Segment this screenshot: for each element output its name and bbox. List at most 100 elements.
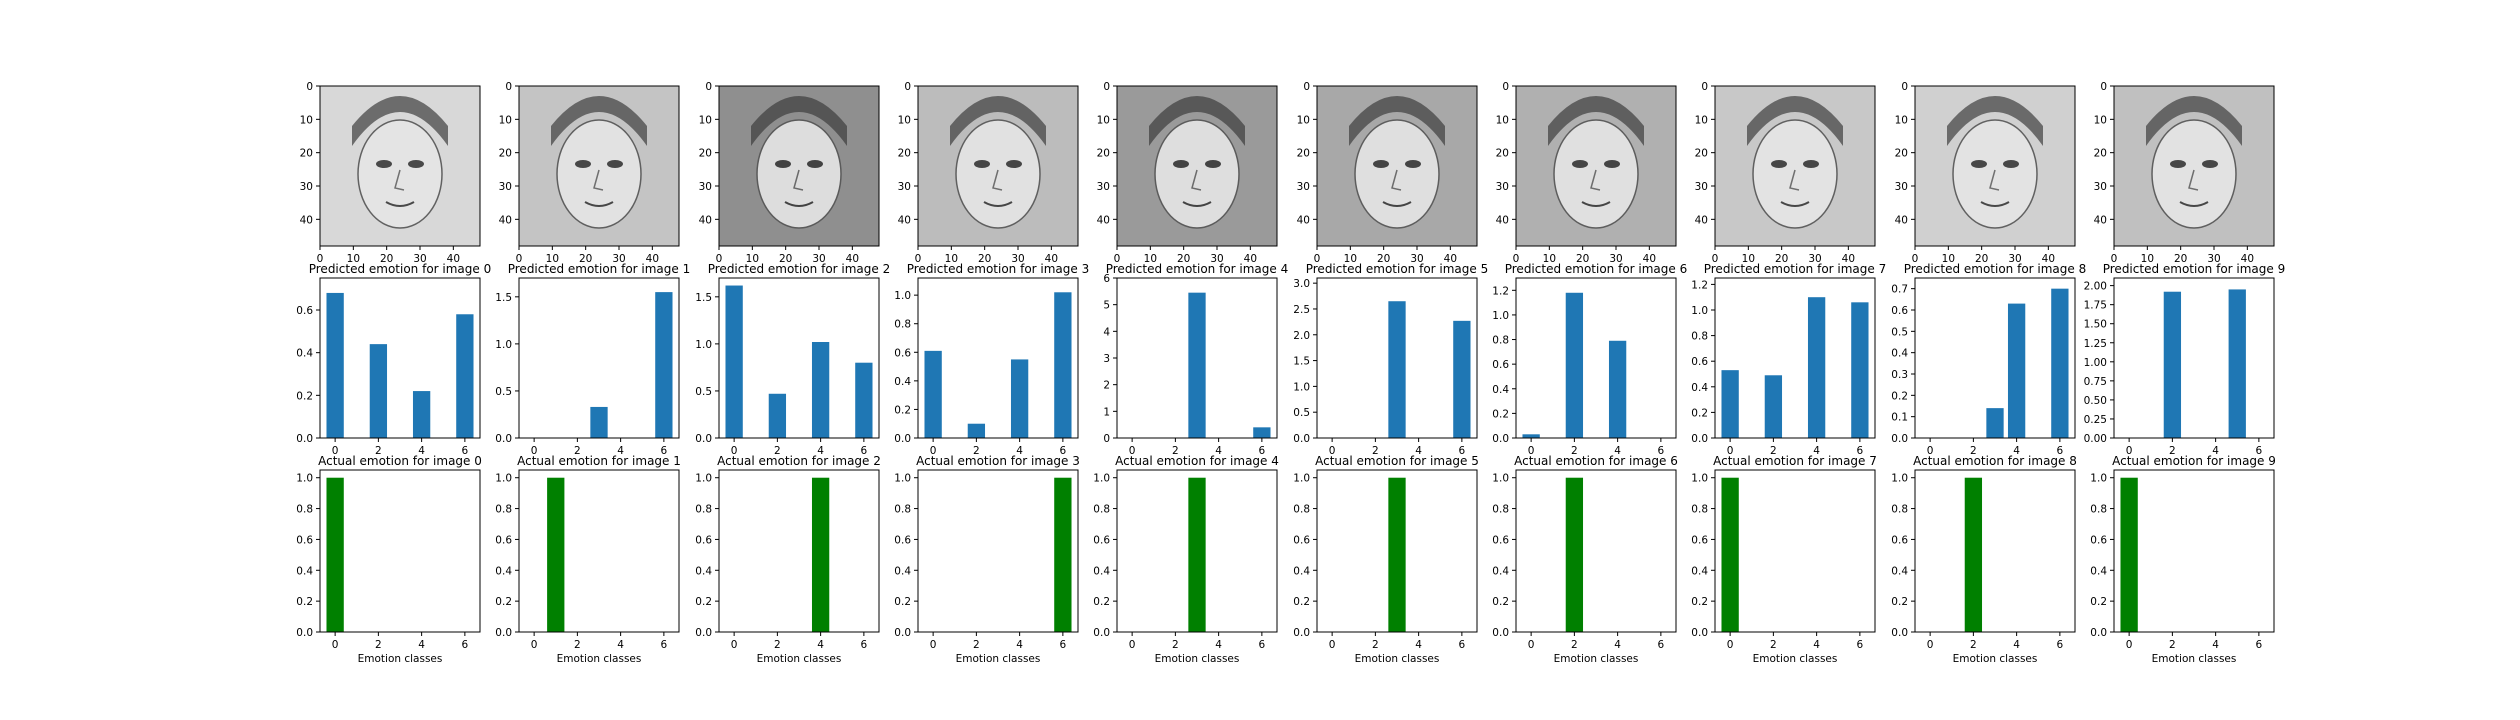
xtick-label: 2 — [1970, 639, 1977, 651]
ytick-label: 0.2 — [495, 596, 512, 608]
image-frame — [1515, 85, 1677, 247]
bar-class-2 — [1964, 477, 1983, 632]
xtick-label: 2 — [375, 445, 382, 457]
ytick-label: 0.2 — [1492, 408, 1509, 420]
image-ytick-label: 10 — [300, 114, 313, 126]
image-xtick-label: 40 — [846, 253, 859, 265]
ytick-label: 0.0 — [495, 627, 512, 639]
ytick-label: 0.0 — [1691, 433, 1708, 445]
ytick-label: 1.0 — [1492, 473, 1509, 485]
ytick-label: 0.4 — [1691, 565, 1708, 577]
ytick-label: 0.5 — [695, 386, 712, 398]
ytick-label: 0.2 — [1093, 596, 1110, 608]
ytick-label: 0.4 — [1492, 565, 1509, 577]
image-ytick-label: 20 — [699, 148, 712, 160]
ytick-label: 0.0 — [296, 433, 313, 445]
ytick-label: 1.5 — [495, 292, 512, 304]
image-xtick-label: 0 — [516, 253, 523, 265]
image-xtick-label: 0 — [1513, 253, 1520, 265]
xtick-label: 0 — [2126, 639, 2133, 651]
right-eye — [807, 160, 823, 168]
image-ytick-label: 40 — [2094, 214, 2107, 226]
chart-title: Predicted emotion for image 8 — [1904, 262, 2087, 276]
ytick-label: 3 — [1103, 353, 1110, 365]
bar-class-2 — [369, 344, 388, 438]
image-ytick-label: 40 — [499, 214, 512, 226]
image-xtick-label: 40 — [2241, 253, 2254, 265]
image-ytick-label: 0 — [505, 81, 512, 93]
xtick-label: 4 — [2013, 445, 2020, 457]
bar-class-2 — [2163, 291, 2182, 438]
ytick-label: 0.4 — [894, 376, 911, 388]
image-ytick-label: 30 — [300, 181, 313, 193]
bar-class-0 — [725, 285, 743, 438]
ytick-label: 1.25 — [2084, 338, 2107, 350]
ytick-label: 0.6 — [1492, 534, 1509, 546]
image-ytick-label: 0 — [306, 81, 313, 93]
ytick-label: 1.0 — [894, 473, 911, 485]
face-outline — [1553, 119, 1639, 229]
bar-class-3 — [1388, 477, 1406, 632]
axes-frame — [1316, 277, 1478, 439]
chart-title: Actual emotion for image 7 — [1713, 454, 1877, 468]
left-eye — [775, 160, 791, 168]
ytick-label: 1.5 — [1293, 356, 1310, 368]
bar-class-6 — [456, 314, 474, 438]
ytick-label: 0.0 — [695, 433, 712, 445]
ytick-label: 0.6 — [695, 534, 712, 546]
bar-class-3 — [590, 406, 608, 438]
xtick-label: 2 — [774, 445, 781, 457]
chart-title: Actual emotion for image 0 — [318, 454, 482, 468]
bar-class-3 — [1388, 301, 1406, 438]
hair-shape — [950, 96, 1046, 146]
ytick-label: 0.5 — [495, 386, 512, 398]
image-ytick-label: 20 — [898, 148, 911, 160]
image-ytick-label: 10 — [1496, 114, 1509, 126]
bar-class-4 — [2007, 303, 2026, 438]
bar-class-0 — [924, 350, 942, 438]
bar-class-2 — [1764, 375, 1783, 438]
bar-class-4 — [811, 342, 830, 438]
left-eye — [1572, 160, 1588, 168]
ytick-label: 0.8 — [495, 504, 512, 516]
actual-chart-3: Actual emotion for image 3 0.0 0.2 0.4 0.6 0.… — [894, 454, 1080, 665]
ytick-label: 0.0 — [1093, 627, 1110, 639]
predicted-chart-3: Predicted emotion for image 3 0.0 0.2 0.4 0.… — [894, 262, 1089, 457]
image-xtick-label: 0 — [915, 253, 922, 265]
xtick-label: 0 — [1329, 639, 1336, 651]
image-xtick-label: 0 — [2111, 253, 2118, 265]
image-panel-5: 0 10 20 30 40 0 10 20 30 40 — [1297, 81, 1478, 265]
bar-class-6 — [2051, 288, 2069, 438]
image-ytick-label: 40 — [898, 214, 911, 226]
ytick-label: 0.6 — [1492, 359, 1509, 371]
image-xtick-label: 30 — [1609, 253, 1622, 265]
image-ytick-label: 30 — [1297, 181, 1310, 193]
ytick-label: 1.0 — [1093, 473, 1110, 485]
ytick-label: 0.0 — [1891, 627, 1908, 639]
ytick-label: 0.0 — [495, 433, 512, 445]
right-eye — [1205, 160, 1221, 168]
image-ytick-label: 0 — [1502, 81, 1509, 93]
ytick-label: 0.4 — [2090, 565, 2107, 577]
xtick-label: 2 — [2169, 445, 2176, 457]
xtick-label: 4 — [1016, 445, 1023, 457]
chart-title: Actual emotion for image 3 — [916, 454, 1080, 468]
xtick-label: 6 — [2256, 445, 2263, 457]
hair-shape — [1548, 96, 1644, 146]
ytick-label: 0.8 — [1891, 504, 1908, 516]
xtick-label: 4 — [1415, 639, 1422, 651]
ytick-label: 0.4 — [695, 565, 712, 577]
image-ytick-label: 0 — [1103, 81, 1110, 93]
face-drawing-9 — [2146, 96, 2242, 229]
ytick-label: 0.0 — [296, 627, 313, 639]
actual-chart-1: Actual emotion for image 1 0.0 0.2 0.4 0.6 0.… — [495, 454, 681, 665]
ytick-label: 0.2 — [695, 596, 712, 608]
chart-title: Predicted emotion for image 6 — [1505, 262, 1688, 276]
xtick-label: 0 — [332, 639, 339, 651]
mouth — [983, 201, 1013, 207]
ytick-label: 1.0 — [296, 473, 313, 485]
image-xtick-label: 40 — [646, 253, 659, 265]
image-panel-9: 0 10 20 30 40 0 10 20 30 40 — [2094, 81, 2275, 265]
bar-class-3 — [1188, 292, 1206, 438]
hair-shape — [1747, 96, 1843, 146]
